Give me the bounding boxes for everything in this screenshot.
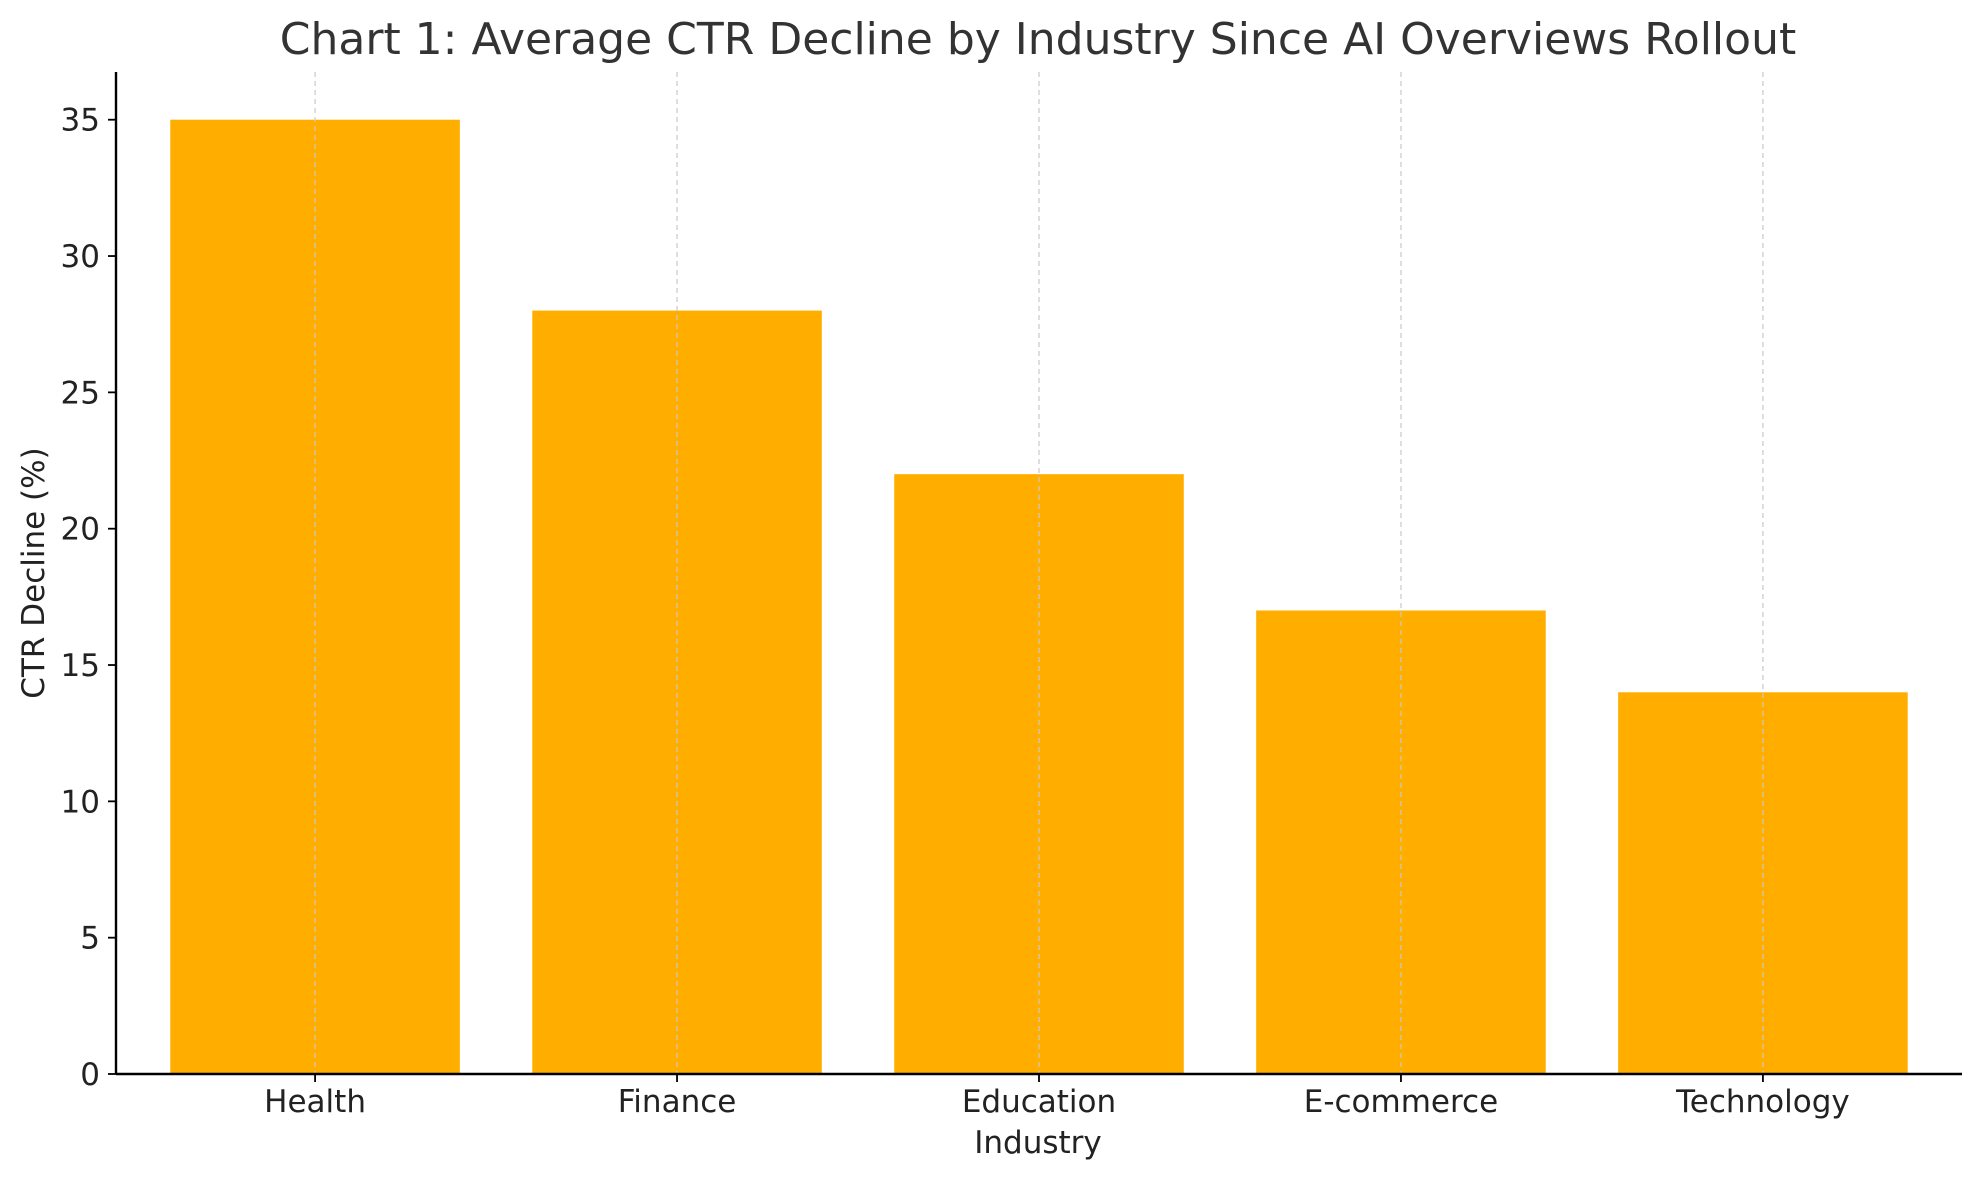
- y-tick-label: 15: [61, 648, 100, 684]
- y-tick-label: 0: [80, 1057, 100, 1093]
- x-tick-label: Education: [962, 1084, 1116, 1120]
- x-axis-ticks: Health Finance Education E-commerce Technolo…: [264, 1074, 1850, 1120]
- x-tick-label: Health: [264, 1084, 366, 1120]
- y-tick-label: 10: [61, 784, 100, 820]
- x-tick-label: Technology: [1675, 1084, 1850, 1120]
- y-tick-label: 20: [61, 512, 100, 548]
- y-tick-label: 30: [61, 239, 100, 275]
- gridlines: [314, 72, 1764, 1074]
- x-axis-label: Industry: [974, 1125, 1102, 1161]
- chart-title: Chart 1: Average CTR Decline by Industry…: [280, 14, 1796, 65]
- x-tick-label: E-commerce: [1304, 1084, 1498, 1120]
- bar-e-commerce: [1256, 610, 1546, 1074]
- x-tick-label: Finance: [618, 1084, 737, 1120]
- y-tick-label: 25: [61, 375, 100, 411]
- y-axis-label: CTR Decline (%): [16, 447, 52, 698]
- y-tick-label: 35: [61, 103, 100, 139]
- y-tick-label: 5: [80, 921, 100, 957]
- y-axis-ticks: 0 5 10 15 20 25 30 35: [61, 103, 116, 1093]
